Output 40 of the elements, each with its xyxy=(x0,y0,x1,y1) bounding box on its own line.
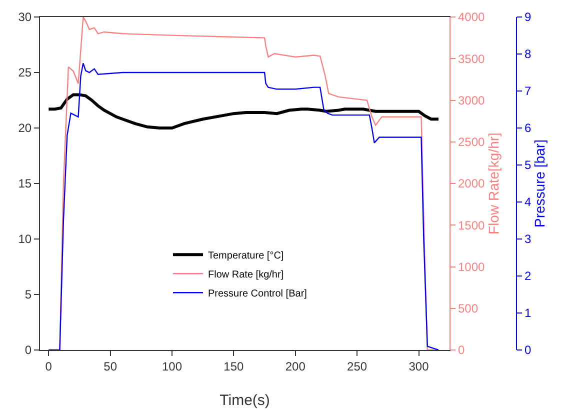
y-tick-label: 15 xyxy=(18,176,32,191)
x-axis-title: Time(s) xyxy=(220,392,270,409)
x-tick-label: 50 xyxy=(104,359,118,374)
y3-tick-label: 3 xyxy=(524,232,532,246)
y3-tick-label: 1 xyxy=(524,306,532,320)
x-tick-label: 100 xyxy=(162,359,182,374)
y3-axis-title: Pressure [bar] xyxy=(532,140,548,228)
y-tick-label: 30 xyxy=(18,10,32,24)
x-tick-label: 0 xyxy=(45,359,52,374)
y3-tick-label: 2 xyxy=(524,269,532,284)
y-tick-label: 25 xyxy=(18,66,32,80)
y2-tick-label: 3000 xyxy=(458,93,486,108)
line-series xyxy=(47,93,440,130)
y-tick-label: 0 xyxy=(24,343,32,358)
y-tick-label: 10 xyxy=(18,232,32,246)
x-tick-label: 200 xyxy=(285,359,306,374)
y2-tick-label: 4000 xyxy=(458,10,486,24)
y3-tick-label: 6 xyxy=(524,121,532,136)
x-tick-label: 300 xyxy=(408,359,430,374)
y2-tick-label: 2000 xyxy=(458,176,486,191)
y-tick-label: 20 xyxy=(18,121,32,136)
y2-tick-label: 3500 xyxy=(458,52,486,66)
y3-tick-label: 8 xyxy=(524,47,532,62)
y2-tick-label: 500 xyxy=(458,302,478,316)
y2-axis-title: Flow Rate[kg/hr] xyxy=(485,132,502,234)
legend-label: Flow Rate [kg/hr] xyxy=(208,270,284,281)
y2-tick-label: 2500 xyxy=(458,135,486,150)
y2-tick-label: 1000 xyxy=(458,260,486,274)
y2-tick-label: 0 xyxy=(458,343,465,358)
y-tick-label: 5 xyxy=(24,288,32,302)
legend-label: Pressure Control [Bar] xyxy=(208,288,308,300)
legend-label: Temperature [°C] xyxy=(208,250,284,262)
y3-tick-label: 4 xyxy=(524,195,532,210)
y2-tick-label: 1500 xyxy=(458,218,486,232)
x-tick-label: 250 xyxy=(347,359,368,374)
y3-tick-label: 5 xyxy=(524,158,532,172)
y3-tick-label: 0 xyxy=(524,343,532,358)
y3-tick-label: 7 xyxy=(524,84,532,98)
y3-tick-label: 9 xyxy=(524,10,532,24)
x-tick-label: 150 xyxy=(224,359,244,374)
